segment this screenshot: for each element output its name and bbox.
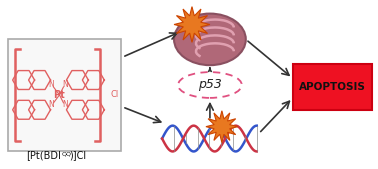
Polygon shape [206,111,238,142]
Text: N: N [63,80,68,90]
Text: N: N [49,80,54,90]
Text: )]Cl: )]Cl [70,150,87,160]
FancyBboxPatch shape [293,64,372,110]
Polygon shape [174,7,210,42]
Text: QQ: QQ [62,152,71,157]
Text: Pt: Pt [54,90,65,100]
Text: N: N [49,100,54,109]
Text: [Pt(BDI: [Pt(BDI [26,150,62,160]
Text: p53: p53 [198,78,222,91]
FancyBboxPatch shape [8,39,121,151]
Ellipse shape [174,14,246,65]
Text: N: N [63,100,68,109]
Text: Cl: Cl [110,90,118,99]
Ellipse shape [178,72,242,98]
Text: APOPTOSIS: APOPTOSIS [299,82,366,92]
